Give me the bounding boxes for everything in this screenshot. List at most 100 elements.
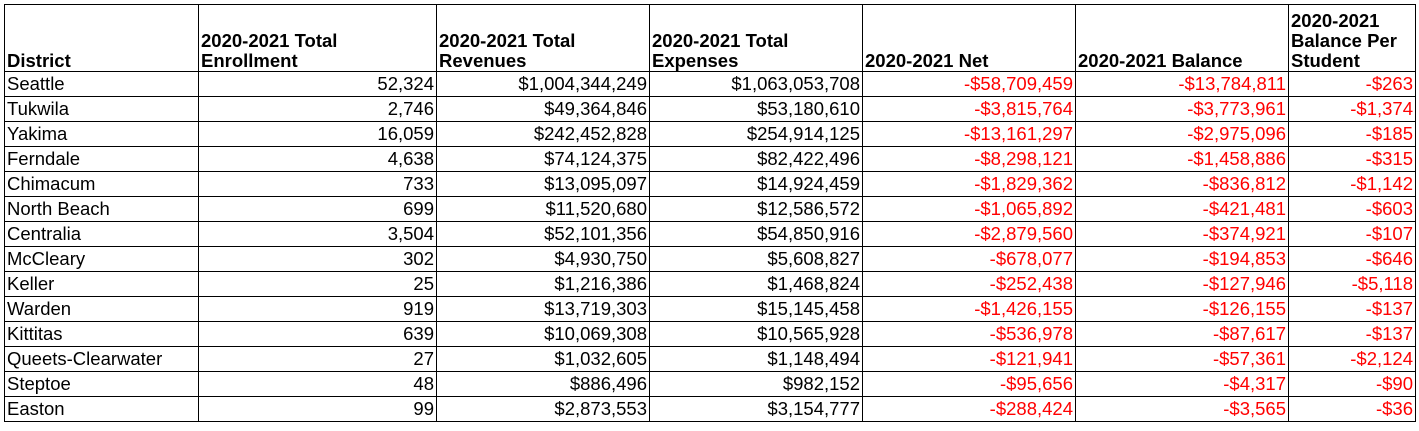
- district-cell[interactable]: Easton: [4, 396, 199, 422]
- value-cell[interactable]: -$836,812: [1075, 171, 1289, 197]
- column-header[interactable]: 2020-2021 Total Expenses: [649, 4, 863, 72]
- value-cell[interactable]: -$87,617: [1075, 321, 1289, 347]
- district-cell[interactable]: North Beach: [4, 196, 199, 222]
- value-cell[interactable]: 52,324: [198, 71, 437, 97]
- value-cell[interactable]: $10,069,308: [436, 321, 650, 347]
- district-cell[interactable]: Ferndale: [4, 146, 199, 172]
- value-cell[interactable]: 16,059: [198, 121, 437, 147]
- district-cell[interactable]: Centralia: [4, 221, 199, 247]
- value-cell[interactable]: -$4,317: [1075, 371, 1289, 397]
- district-cell[interactable]: Tukwila: [4, 96, 199, 122]
- value-cell[interactable]: $2,873,553: [436, 396, 650, 422]
- district-cell[interactable]: Chimacum: [4, 171, 199, 197]
- value-cell[interactable]: -$185: [1288, 121, 1416, 147]
- value-cell[interactable]: $12,586,572: [649, 196, 863, 222]
- value-cell[interactable]: $54,850,916: [649, 221, 863, 247]
- value-cell[interactable]: -$678,077: [862, 246, 1076, 272]
- value-cell[interactable]: -$1,829,362: [862, 171, 1076, 197]
- value-cell[interactable]: -$536,978: [862, 321, 1076, 347]
- value-cell[interactable]: -$57,361: [1075, 346, 1289, 372]
- value-cell[interactable]: -$121,941: [862, 346, 1076, 372]
- value-cell[interactable]: 302: [198, 246, 437, 272]
- value-cell[interactable]: 3,504: [198, 221, 437, 247]
- value-cell[interactable]: -$3,815,764: [862, 96, 1076, 122]
- value-cell[interactable]: 99: [198, 396, 437, 422]
- district-cell[interactable]: Seattle: [4, 71, 199, 97]
- value-cell[interactable]: -$2,124: [1288, 346, 1416, 372]
- value-cell[interactable]: -$1,458,886: [1075, 146, 1289, 172]
- district-cell[interactable]: Queets-Clearwater: [4, 346, 199, 372]
- value-cell[interactable]: $1,063,053,708: [649, 71, 863, 97]
- value-cell[interactable]: $982,152: [649, 371, 863, 397]
- column-header[interactable]: 2020-2021 Total Revenues: [436, 4, 650, 72]
- value-cell[interactable]: -$1,142: [1288, 171, 1416, 197]
- value-cell[interactable]: -$2,975,096: [1075, 121, 1289, 147]
- value-cell[interactable]: 27: [198, 346, 437, 372]
- value-cell[interactable]: -$13,784,811: [1075, 71, 1289, 97]
- value-cell[interactable]: -$107: [1288, 221, 1416, 247]
- value-cell[interactable]: $1,032,605: [436, 346, 650, 372]
- value-cell[interactable]: $1,004,344,249: [436, 71, 650, 97]
- value-cell[interactable]: 639: [198, 321, 437, 347]
- value-cell[interactable]: -$194,853: [1075, 246, 1289, 272]
- value-cell[interactable]: $53,180,610: [649, 96, 863, 122]
- value-cell[interactable]: $3,154,777: [649, 396, 863, 422]
- value-cell[interactable]: -$1,374: [1288, 96, 1416, 122]
- value-cell[interactable]: 699: [198, 196, 437, 222]
- value-cell[interactable]: -$13,161,297: [862, 121, 1076, 147]
- value-cell[interactable]: -$3,565: [1075, 396, 1289, 422]
- value-cell[interactable]: -$90: [1288, 371, 1416, 397]
- district-cell[interactable]: Steptoe: [4, 371, 199, 397]
- column-header[interactable]: 2020-2021 Total Enrollment: [198, 4, 437, 72]
- value-cell[interactable]: -$127,946: [1075, 271, 1289, 297]
- value-cell[interactable]: 25: [198, 271, 437, 297]
- column-header[interactable]: 2020-2021 Balance: [1075, 4, 1289, 72]
- value-cell[interactable]: $74,124,375: [436, 146, 650, 172]
- value-cell[interactable]: $11,520,680: [436, 196, 650, 222]
- district-cell[interactable]: Keller: [4, 271, 199, 297]
- value-cell[interactable]: -$315: [1288, 146, 1416, 172]
- value-cell[interactable]: -$137: [1288, 321, 1416, 347]
- value-cell[interactable]: 919: [198, 296, 437, 322]
- district-cell[interactable]: Yakima: [4, 121, 199, 147]
- value-cell[interactable]: -$8,298,121: [862, 146, 1076, 172]
- column-header[interactable]: 2020-2021 Balance Per Student: [1288, 4, 1416, 72]
- value-cell[interactable]: $13,095,097: [436, 171, 650, 197]
- value-cell[interactable]: $1,216,386: [436, 271, 650, 297]
- value-cell[interactable]: -$603: [1288, 196, 1416, 222]
- value-cell[interactable]: -$126,155: [1075, 296, 1289, 322]
- value-cell[interactable]: -$5,118: [1288, 271, 1416, 297]
- value-cell[interactable]: -$58,709,459: [862, 71, 1076, 97]
- value-cell[interactable]: $5,608,827: [649, 246, 863, 272]
- value-cell[interactable]: $49,364,846: [436, 96, 650, 122]
- value-cell[interactable]: $4,930,750: [436, 246, 650, 272]
- value-cell[interactable]: $15,145,458: [649, 296, 863, 322]
- value-cell[interactable]: -$421,481: [1075, 196, 1289, 222]
- district-cell[interactable]: Kittitas: [4, 321, 199, 347]
- value-cell[interactable]: $10,565,928: [649, 321, 863, 347]
- value-cell[interactable]: -$1,065,892: [862, 196, 1076, 222]
- value-cell[interactable]: -$2,879,560: [862, 221, 1076, 247]
- value-cell[interactable]: $52,101,356: [436, 221, 650, 247]
- value-cell[interactable]: $13,719,303: [436, 296, 650, 322]
- value-cell[interactable]: -$3,773,961: [1075, 96, 1289, 122]
- column-header[interactable]: District: [4, 4, 199, 72]
- value-cell[interactable]: 2,746: [198, 96, 437, 122]
- value-cell[interactable]: $14,924,459: [649, 171, 863, 197]
- value-cell[interactable]: $242,452,828: [436, 121, 650, 147]
- value-cell[interactable]: 733: [198, 171, 437, 197]
- value-cell[interactable]: 48: [198, 371, 437, 397]
- value-cell[interactable]: $254,914,125: [649, 121, 863, 147]
- value-cell[interactable]: -$95,656: [862, 371, 1076, 397]
- district-cell[interactable]: Warden: [4, 296, 199, 322]
- value-cell[interactable]: -$36: [1288, 396, 1416, 422]
- column-header[interactable]: 2020-2021 Net: [862, 4, 1076, 72]
- value-cell[interactable]: $82,422,496: [649, 146, 863, 172]
- value-cell[interactable]: 4,638: [198, 146, 437, 172]
- value-cell[interactable]: $886,496: [436, 371, 650, 397]
- value-cell[interactable]: $1,468,824: [649, 271, 863, 297]
- value-cell[interactable]: -$374,921: [1075, 221, 1289, 247]
- value-cell[interactable]: -$1,426,155: [862, 296, 1076, 322]
- district-cell[interactable]: McCleary: [4, 246, 199, 272]
- value-cell[interactable]: -$137: [1288, 296, 1416, 322]
